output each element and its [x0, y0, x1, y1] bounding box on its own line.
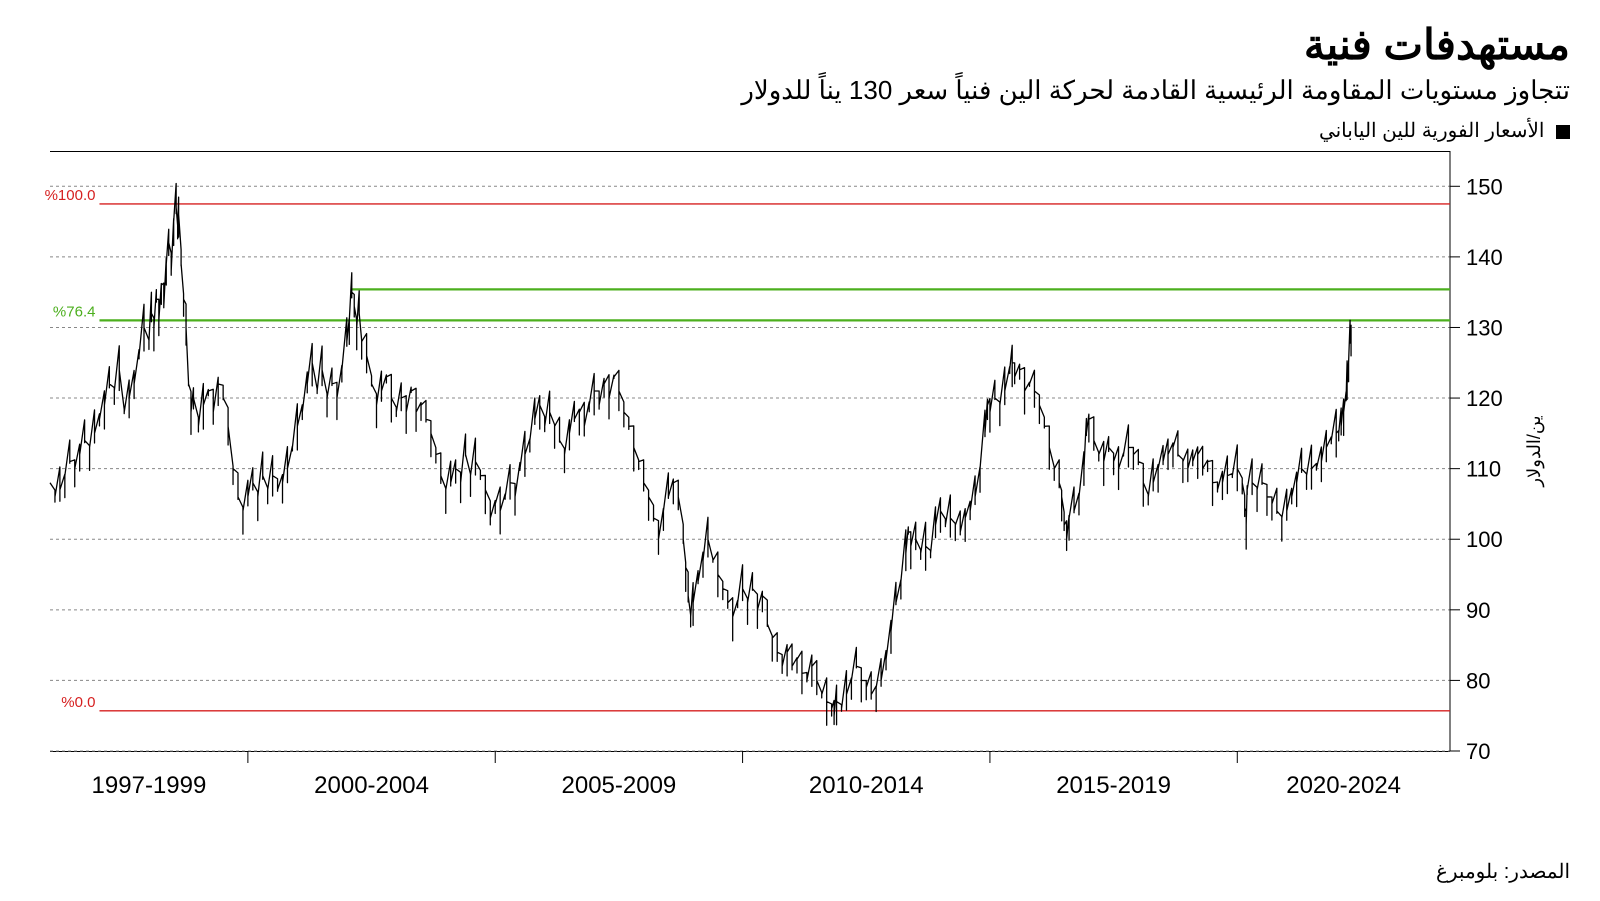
svg-text:1997-1999: 1997-1999	[92, 772, 207, 799]
chart-area: 70 80 90 100 110 120 130 140 150 ين/الدولار 1997-1…	[30, 151, 1570, 811]
svg-text:ين/الدولار: ين/الدولار	[1524, 415, 1545, 487]
chart-source: المصدر: بلومبرغ	[30, 859, 1570, 884]
svg-text:2005-2009: 2005-2009	[562, 772, 677, 799]
chart-svg: 70 80 90 100 110 120 130 140 150 ين/الدولار 1997-1…	[30, 151, 1570, 811]
svg-text:130: 130	[1466, 315, 1503, 340]
legend-marker	[1556, 125, 1570, 139]
svg-text:110: 110	[1466, 457, 1501, 482]
svg-text:%0.0: %0.0	[61, 694, 95, 711]
svg-text:80: 80	[1466, 668, 1490, 693]
figure-container: مستهدفات فنية تتجاوز مستويات المقاومة ال…	[0, 0, 1600, 901]
svg-text:120: 120	[1466, 386, 1503, 411]
svg-text:100: 100	[1466, 527, 1503, 552]
chart-legend: الأسعار الفورية للين الياباني	[30, 118, 1570, 143]
svg-text:70: 70	[1466, 739, 1490, 764]
svg-text:2010-2014: 2010-2014	[809, 772, 924, 799]
svg-text:2015-2019: 2015-2019	[1056, 772, 1171, 799]
svg-text:2020-2024: 2020-2024	[1286, 772, 1401, 799]
svg-text:140: 140	[1466, 245, 1503, 270]
svg-text:150: 150	[1466, 174, 1503, 199]
svg-text:90: 90	[1466, 598, 1490, 623]
chart-title: مستهدفات فنية	[30, 20, 1570, 69]
legend-label: الأسعار الفورية للين الياباني	[1319, 120, 1545, 142]
svg-text:%76.4: %76.4	[53, 303, 96, 320]
svg-text:2000-2004: 2000-2004	[314, 772, 429, 799]
svg-text:%100.0: %100.0	[45, 187, 96, 204]
chart-subtitle: تتجاوز مستويات المقاومة الرئيسية القادمة…	[30, 75, 1570, 106]
